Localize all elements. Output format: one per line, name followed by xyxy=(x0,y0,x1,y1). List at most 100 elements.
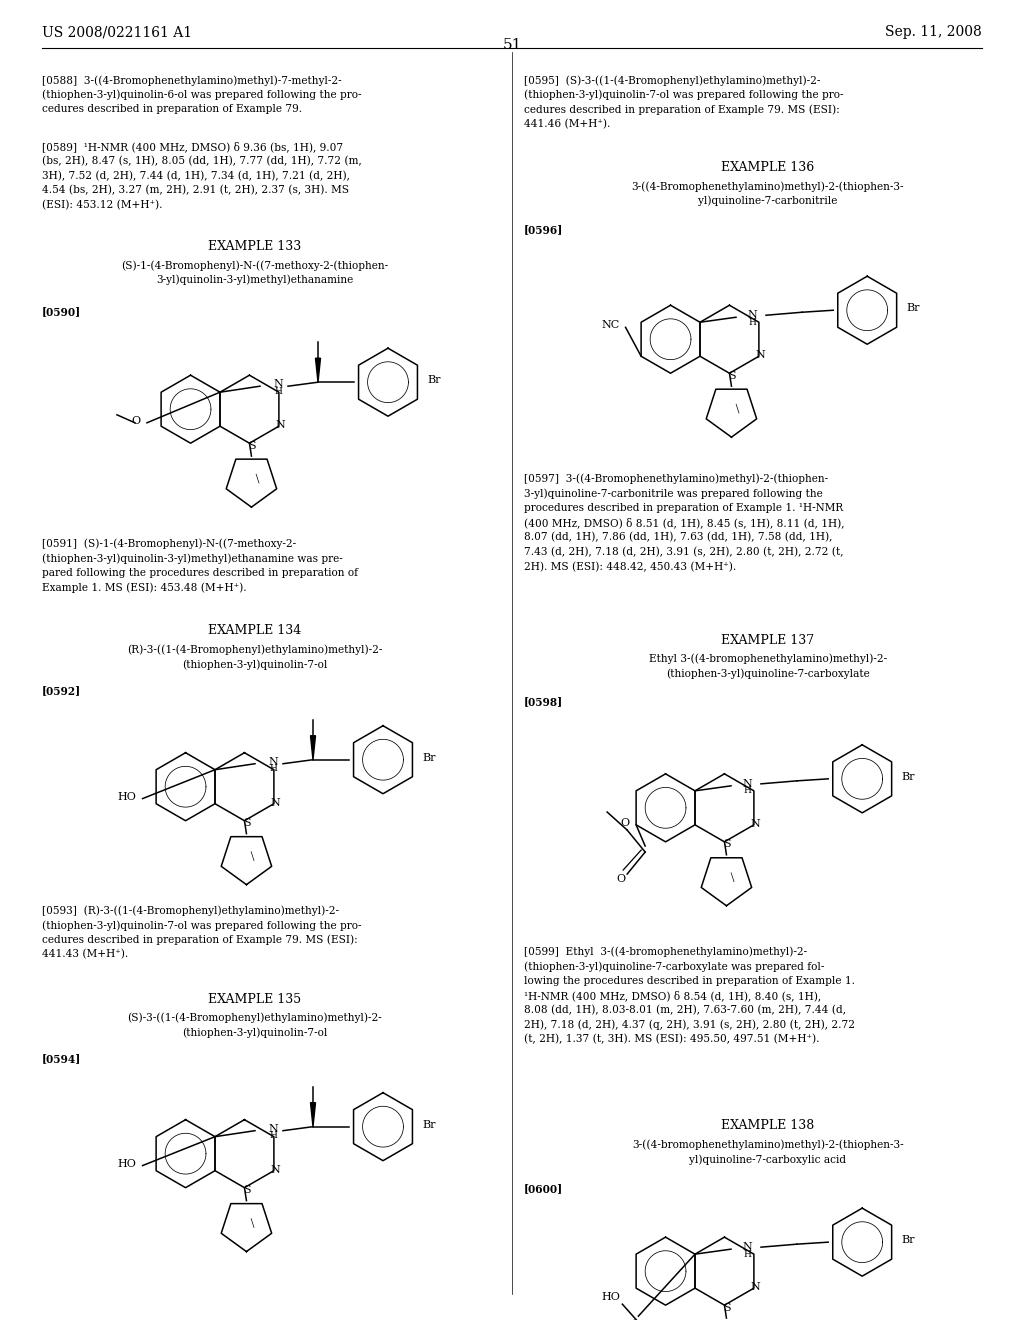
Text: Ethyl 3-((4-bromophenethylamino)methyl)-2-: Ethyl 3-((4-bromophenethylamino)methyl)-… xyxy=(649,653,887,664)
Text: (thiophen-3-yl)quinolin-3-yl)methyl)ethanamine was pre-: (thiophen-3-yl)quinolin-3-yl)methyl)etha… xyxy=(42,553,343,564)
Text: HO: HO xyxy=(601,1292,621,1302)
Text: N: N xyxy=(748,310,757,321)
Text: ¹H-NMR (400 MHz, DMSO) δ 8.54 (d, 1H), 8.40 (s, 1H),: ¹H-NMR (400 MHz, DMSO) δ 8.54 (d, 1H), 8… xyxy=(524,990,821,1001)
Text: 3-((4-bromophenethylamino)methyl)-2-(thiophen-3-: 3-((4-bromophenethylamino)methyl)-2-(thi… xyxy=(632,1139,904,1150)
Text: [0592]: [0592] xyxy=(42,685,81,696)
Text: N: N xyxy=(275,420,286,430)
Text: Br: Br xyxy=(422,752,435,763)
Text: N: N xyxy=(751,818,760,829)
Text: 8.08 (dd, 1H), 8.03-8.01 (m, 2H), 7.63-7.60 (m, 2H), 7.44 (d,: 8.08 (dd, 1H), 8.03-8.01 (m, 2H), 7.63-7… xyxy=(524,1005,846,1015)
Text: (thiophen-3-yl)quinolin-7-ol: (thiophen-3-yl)quinolin-7-ol xyxy=(182,659,328,669)
Text: yl)quinoline-7-carboxylic acid: yl)quinoline-7-carboxylic acid xyxy=(689,1154,847,1164)
Text: EXAMPLE 136: EXAMPLE 136 xyxy=(721,161,815,174)
Text: S: S xyxy=(723,840,730,849)
Text: [0593]  (R)-3-((1-(4-Bromophenyl)ethylamino)methyl)-2-: [0593] (R)-3-((1-(4-Bromophenyl)ethylami… xyxy=(42,906,339,916)
Text: [0590]: [0590] xyxy=(42,306,81,317)
Text: [0589]  ¹H-NMR (400 MHz, DMSO) δ 9.36 (bs, 1H), 9.07: [0589] ¹H-NMR (400 MHz, DMSO) δ 9.36 (bs… xyxy=(42,141,343,152)
Polygon shape xyxy=(315,358,321,383)
Text: S: S xyxy=(248,441,255,450)
Text: EXAMPLE 133: EXAMPLE 133 xyxy=(208,240,302,253)
Text: N: N xyxy=(751,1282,760,1292)
Text: (R)-3-((1-(4-Bromophenyl)ethylamino)methyl)-2-: (R)-3-((1-(4-Bromophenyl)ethylamino)meth… xyxy=(127,644,383,655)
Text: EXAMPLE 135: EXAMPLE 135 xyxy=(209,993,301,1006)
Text: (ESI): 453.12 (M+H⁺).: (ESI): 453.12 (M+H⁺). xyxy=(42,199,163,210)
Text: N: N xyxy=(268,756,278,767)
Text: Br: Br xyxy=(906,304,920,313)
Text: (thiophen-3-yl)quinoline-7-carboxylate: (thiophen-3-yl)quinoline-7-carboxylate xyxy=(667,668,869,678)
Text: procedures described in preparation of Example 1. ¹H-NMR: procedures described in preparation of E… xyxy=(524,503,843,513)
Text: EXAMPLE 134: EXAMPLE 134 xyxy=(208,624,302,638)
Text: [0597]  3-((4-Bromophenethylamino)methyl)-2-(thiophen-: [0597] 3-((4-Bromophenethylamino)methyl)… xyxy=(524,474,828,484)
Text: HO: HO xyxy=(118,792,136,801)
Text: cedures described in preparation of Example 79.: cedures described in preparation of Exam… xyxy=(42,104,302,115)
Text: Example 1. MS (ESI): 453.48 (M+H⁺).: Example 1. MS (ESI): 453.48 (M+H⁺). xyxy=(42,582,247,593)
Text: Br: Br xyxy=(901,772,914,781)
Text: S: S xyxy=(243,1185,250,1195)
Text: 441.46 (M+H⁺).: 441.46 (M+H⁺). xyxy=(524,119,610,129)
Text: (thiophen-3-yl)quinolin-7-ol was prepared following the pro-: (thiophen-3-yl)quinolin-7-ol was prepare… xyxy=(524,90,844,100)
Text: 3-((4-Bromophenethylamino)methyl)-2-(thiophen-3-: 3-((4-Bromophenethylamino)methyl)-2-(thi… xyxy=(632,181,904,191)
Text: (S)-1-(4-Bromophenyl)-N-((7-methoxy-2-(thiophen-: (S)-1-(4-Bromophenyl)-N-((7-methoxy-2-(t… xyxy=(122,260,388,271)
Text: (thiophen-3-yl)quinolin-7-ol: (thiophen-3-yl)quinolin-7-ol xyxy=(182,1027,328,1038)
Text: [0594]: [0594] xyxy=(42,1053,81,1064)
Text: EXAMPLE 138: EXAMPLE 138 xyxy=(721,1119,815,1133)
Text: N: N xyxy=(742,1242,752,1253)
Text: lowing the procedures described in preparation of Example 1.: lowing the procedures described in prepa… xyxy=(524,975,855,986)
Text: S: S xyxy=(243,818,250,828)
Text: (bs, 2H), 8.47 (s, 1H), 8.05 (dd, 1H), 7.77 (dd, 1H), 7.72 (m,: (bs, 2H), 8.47 (s, 1H), 8.05 (dd, 1H), 7… xyxy=(42,156,361,166)
Text: [0595]  (S)-3-((1-(4-Bromophenyl)ethylamino)methyl)-2-: [0595] (S)-3-((1-(4-Bromophenyl)ethylami… xyxy=(524,75,820,86)
Text: H: H xyxy=(743,1250,751,1259)
Text: H: H xyxy=(269,1131,276,1140)
Text: [0588]  3-((4-Bromophenethylamino)methyl)-7-methyl-2-: [0588] 3-((4-Bromophenethylamino)methyl)… xyxy=(42,75,342,86)
Text: H: H xyxy=(269,764,276,774)
Text: pared following the procedures described in preparation of: pared following the procedures described… xyxy=(42,568,358,578)
Text: (thiophen-3-yl)quinolin-6-ol was prepared following the pro-: (thiophen-3-yl)quinolin-6-ol was prepare… xyxy=(42,90,361,100)
Text: [0596]: [0596] xyxy=(524,224,563,235)
Text: O: O xyxy=(621,818,630,828)
Text: N: N xyxy=(742,779,752,789)
Text: 441.43 (M+H⁺).: 441.43 (M+H⁺). xyxy=(42,949,128,960)
Polygon shape xyxy=(310,1102,315,1127)
Text: [0600]: [0600] xyxy=(524,1183,563,1193)
Text: S: S xyxy=(723,1303,730,1312)
Text: N: N xyxy=(268,1123,278,1134)
Text: Br: Br xyxy=(901,1236,914,1245)
Text: [0598]: [0598] xyxy=(524,696,563,706)
Text: O: O xyxy=(132,416,141,426)
Text: 3H), 7.52 (d, 2H), 7.44 (d, 1H), 7.34 (d, 1H), 7.21 (d, 2H),: 3H), 7.52 (d, 2H), 7.44 (d, 1H), 7.34 (d… xyxy=(42,170,350,181)
Text: H: H xyxy=(743,787,751,796)
Text: 2H), 7.18 (d, 2H), 4.37 (q, 2H), 3.91 (s, 2H), 2.80 (t, 2H), 2.72: 2H), 7.18 (d, 2H), 4.37 (q, 2H), 3.91 (s… xyxy=(524,1019,855,1030)
Text: Sep. 11, 2008: Sep. 11, 2008 xyxy=(886,25,982,40)
Text: H: H xyxy=(749,318,756,327)
Polygon shape xyxy=(310,735,315,760)
Text: US 2008/0221161 A1: US 2008/0221161 A1 xyxy=(42,25,193,40)
Text: (400 MHz, DMSO) δ 8.51 (d, 1H), 8.45 (s, 1H), 8.11 (d, 1H),: (400 MHz, DMSO) δ 8.51 (d, 1H), 8.45 (s,… xyxy=(524,517,845,528)
Text: 4.54 (bs, 2H), 3.27 (m, 2H), 2.91 (t, 2H), 2.37 (s, 3H). MS: 4.54 (bs, 2H), 3.27 (m, 2H), 2.91 (t, 2H… xyxy=(42,185,349,195)
Text: 8.07 (dd, 1H), 7.86 (dd, 1H), 7.63 (dd, 1H), 7.58 (dd, 1H),: 8.07 (dd, 1H), 7.86 (dd, 1H), 7.63 (dd, … xyxy=(524,532,833,543)
Text: N: N xyxy=(270,1164,281,1175)
Text: cedures described in preparation of Example 79. MS (ESI):: cedures described in preparation of Exam… xyxy=(42,935,357,945)
Text: yl)quinoline-7-carbonitrile: yl)quinoline-7-carbonitrile xyxy=(698,195,838,206)
Text: O: O xyxy=(616,874,626,884)
Text: N: N xyxy=(273,379,283,389)
Text: Br: Br xyxy=(427,375,440,385)
Text: EXAMPLE 137: EXAMPLE 137 xyxy=(722,634,814,647)
Text: N: N xyxy=(756,350,765,360)
Text: Br: Br xyxy=(422,1119,435,1130)
Text: [0591]  (S)-1-(4-Bromophenyl)-N-((7-methoxy-2-: [0591] (S)-1-(4-Bromophenyl)-N-((7-metho… xyxy=(42,539,296,549)
Text: (t, 2H), 1.37 (t, 3H). MS (ESI): 495.50, 497.51 (M+H⁺).: (t, 2H), 1.37 (t, 3H). MS (ESI): 495.50,… xyxy=(524,1034,819,1044)
Text: 3-yl)quinolin-3-yl)methyl)ethanamine: 3-yl)quinolin-3-yl)methyl)ethanamine xyxy=(157,275,353,285)
Text: NC: NC xyxy=(601,321,620,330)
Text: cedures described in preparation of Example 79. MS (ESI):: cedures described in preparation of Exam… xyxy=(524,104,840,115)
Text: (thiophen-3-yl)quinolin-7-ol was prepared following the pro-: (thiophen-3-yl)quinolin-7-ol was prepare… xyxy=(42,920,361,931)
Text: HO: HO xyxy=(118,1159,136,1168)
Text: N: N xyxy=(270,797,281,808)
Text: 7.43 (d, 2H), 7.18 (d, 2H), 3.91 (s, 2H), 2.80 (t, 2H), 2.72 (t,: 7.43 (d, 2H), 7.18 (d, 2H), 3.91 (s, 2H)… xyxy=(524,546,844,557)
Text: S: S xyxy=(728,371,735,380)
Text: [0599]  Ethyl  3-((4-bromophenethylamino)methyl)-2-: [0599] Ethyl 3-((4-bromophenethylamino)m… xyxy=(524,946,807,957)
Text: (thiophen-3-yl)quinoline-7-carboxylate was prepared fol-: (thiophen-3-yl)quinoline-7-carboxylate w… xyxy=(524,961,824,972)
Text: 2H). MS (ESI): 448.42, 450.43 (M+H⁺).: 2H). MS (ESI): 448.42, 450.43 (M+H⁺). xyxy=(524,561,736,572)
Text: (S)-3-((1-(4-Bromophenyl)ethylamino)methyl)-2-: (S)-3-((1-(4-Bromophenyl)ethylamino)meth… xyxy=(128,1012,382,1023)
Text: 3-yl)quinoline-7-carbonitrile was prepared following the: 3-yl)quinoline-7-carbonitrile was prepar… xyxy=(524,488,822,499)
Text: H: H xyxy=(274,387,282,396)
